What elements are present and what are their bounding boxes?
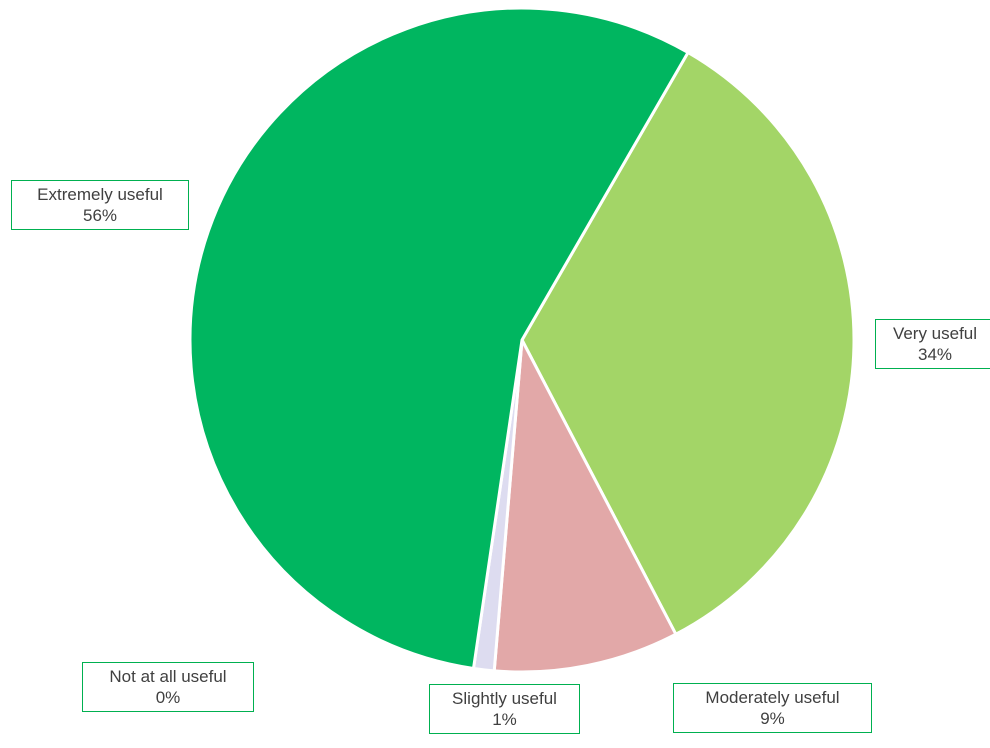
label-moderately-useful-name: Moderately useful [705, 688, 840, 707]
label-not-at-all-useful-pct: 0% [155, 688, 181, 707]
pie-slices [188, 6, 856, 674]
label-extremely-useful-pct: 56% [82, 206, 118, 225]
label-extremely-useful-name: Extremely useful [37, 185, 163, 204]
label-not-at-all-useful: Not at all useful 0% [82, 662, 254, 712]
label-slightly-useful-pct: 1% [492, 710, 517, 729]
label-moderately-useful-pct: 9% [760, 709, 785, 728]
label-very-useful: Very useful 34% [875, 319, 990, 369]
label-not-at-all-useful-name: Not at all useful [109, 667, 227, 686]
slice-extremely-useful [188, 6, 690, 670]
label-extremely-useful: Extremely useful 56% [11, 180, 189, 230]
label-moderately-useful: Moderately useful 9% [673, 683, 872, 733]
label-slightly-useful-name: Slightly useful [452, 689, 557, 708]
label-slightly-useful: Slightly useful 1% [429, 684, 580, 734]
label-very-useful-name: Very useful [892, 324, 978, 343]
slice-moderately-useful [492, 338, 678, 674]
label-very-useful-pct: 34% [917, 345, 953, 364]
